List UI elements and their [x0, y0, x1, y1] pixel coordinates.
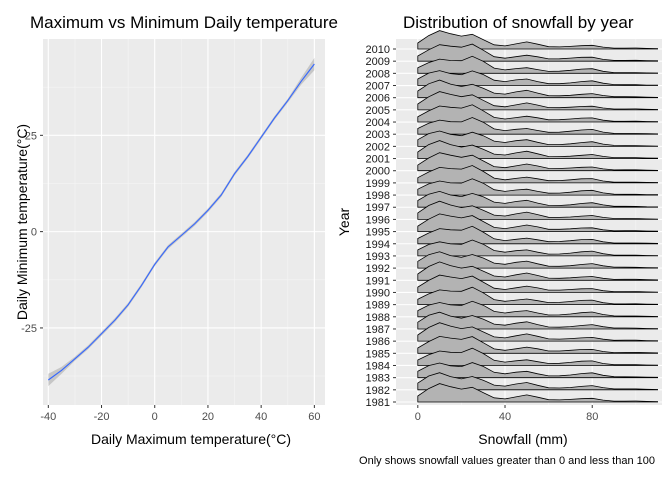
left-chart-title: Maximum vs Minimum Daily temperature — [30, 13, 338, 32]
left-y-tick-label: -25 — [21, 323, 37, 335]
right-y-tick-label-1997: 1997 — [366, 202, 390, 214]
ridge-2002 — [417, 130, 658, 147]
ridge-1994 — [417, 225, 658, 245]
left-axis-ticks: -40 -20 0 20 40 60 -25 0 25 — [21, 130, 320, 423]
right-y-tick-label-1985: 1985 — [366, 348, 390, 360]
left-y-tick-label: 0 — [31, 227, 37, 239]
ridge-1996 — [417, 200, 658, 220]
right-y-tick-label-2005: 2005 — [366, 105, 390, 117]
ridge-1989 — [417, 286, 658, 305]
ridge-1984 — [417, 347, 658, 366]
left-gridlines — [43, 39, 325, 405]
left-x-tick-label: 0 — [152, 411, 158, 423]
right-x-tick-label: 0 — [415, 411, 421, 423]
ridge-1988 — [417, 300, 658, 318]
right-y-tick-label-1995: 1995 — [366, 227, 390, 239]
left-plot-background — [43, 39, 325, 405]
left-x-tick-label: -20 — [94, 411, 110, 423]
left-x-tick-label: 60 — [308, 411, 320, 423]
right-y-tick-label-1999: 1999 — [366, 178, 390, 190]
right-x-axis-title: Snowfall (mm) — [478, 431, 567, 447]
ridge-2005 — [417, 91, 658, 111]
ridge-2001 — [417, 140, 658, 159]
right-y-tick-label-1993: 1993 — [366, 251, 390, 263]
left-x-tick-label: -40 — [40, 411, 56, 423]
figure-caption: Only shows snowfall values greater than … — [359, 455, 655, 467]
ridge-1985 — [417, 335, 658, 354]
ridge-1981 — [417, 383, 658, 403]
right-panel: Distribution of snowfall by year 0 40 80 19… — [336, 13, 662, 447]
right-y-tick-label-2003: 2003 — [366, 129, 390, 141]
right-y-tick-label-1991: 1991 — [366, 275, 390, 287]
right-y-tick-label-2009: 2009 — [366, 56, 390, 68]
left-x-axis-title: Daily Maximum temperature(°C) — [91, 431, 291, 447]
right-y-tick-label-2001: 2001 — [366, 154, 390, 166]
right-y-tick-label-1994: 1994 — [366, 239, 390, 251]
right-y-tick-label-1986: 1986 — [366, 336, 390, 348]
ridge-1998 — [417, 178, 658, 196]
ridge-2007 — [417, 70, 658, 86]
right-y-tick-label-1982: 1982 — [366, 385, 390, 397]
right-y-tick-label-2010: 2010 — [366, 44, 390, 56]
left-x-tick-label: 20 — [202, 411, 214, 423]
ridge-1982 — [417, 372, 658, 391]
right-y-tick-label-1984: 1984 — [366, 360, 390, 372]
right-y-tick-label-1989: 1989 — [366, 300, 390, 312]
right-data-layer — [417, 30, 658, 403]
right-axis-ticks: 0 40 80 19811982198319841985198619871988198… — [366, 44, 599, 423]
left-y-axis-title: Daily Minimum temperature(°C) — [14, 124, 30, 320]
right-x-tick-label: 40 — [499, 411, 511, 423]
ridge-1995 — [417, 213, 658, 232]
right-y-tick-label-1987: 1987 — [366, 324, 390, 336]
right-y-tick-label-2004: 2004 — [366, 117, 390, 129]
ridge-2006 — [417, 79, 658, 99]
left-y-tick-label: 25 — [25, 130, 37, 142]
ridge-1986 — [417, 322, 658, 342]
ridge-1992 — [417, 251, 658, 269]
ridge-1987 — [417, 311, 658, 330]
ridge-2003 — [417, 117, 658, 135]
ridge-1983 — [417, 362, 658, 379]
right-y-tick-label-2006: 2006 — [366, 93, 390, 105]
right-y-tick-label-1998: 1998 — [366, 190, 390, 202]
ridge-2008 — [417, 55, 658, 74]
right-y-tick-label-2008: 2008 — [366, 68, 390, 80]
ridge-2009 — [417, 43, 658, 62]
ridge-2004 — [417, 104, 658, 123]
ridge-1990 — [417, 274, 658, 293]
right-y-tick-label-1992: 1992 — [366, 263, 390, 275]
right-y-tick-label-1990: 1990 — [366, 287, 390, 299]
ridge-1997 — [417, 190, 658, 208]
right-x-tick-label: 80 — [586, 411, 598, 423]
ridge-2010 — [417, 30, 658, 50]
ridge-2000 — [417, 152, 658, 172]
left-data-layer — [47, 57, 315, 387]
left-trend-line — [47, 63, 315, 381]
right-chart-title: Distribution of snowfall by year — [403, 13, 634, 32]
right-y-axis-title: Year — [336, 208, 352, 237]
ridge-1999 — [417, 165, 658, 184]
right-y-tick-label-1981: 1981 — [366, 397, 390, 409]
right-y-tick-label-1983: 1983 — [366, 373, 390, 385]
ridge-1991 — [417, 261, 658, 281]
left-x-tick-label: 40 — [255, 411, 267, 423]
left-panel: Maximum vs Minimum Daily temperature -40… — [14, 13, 338, 447]
ridge-1993 — [417, 239, 658, 257]
right-y-tick-label-2007: 2007 — [366, 81, 390, 93]
right-y-tick-label-1996: 1996 — [366, 214, 390, 226]
right-y-tick-label-1988: 1988 — [366, 312, 390, 324]
right-y-tick-label-2002: 2002 — [366, 141, 390, 153]
right-y-tick-label-2000: 2000 — [366, 166, 390, 178]
